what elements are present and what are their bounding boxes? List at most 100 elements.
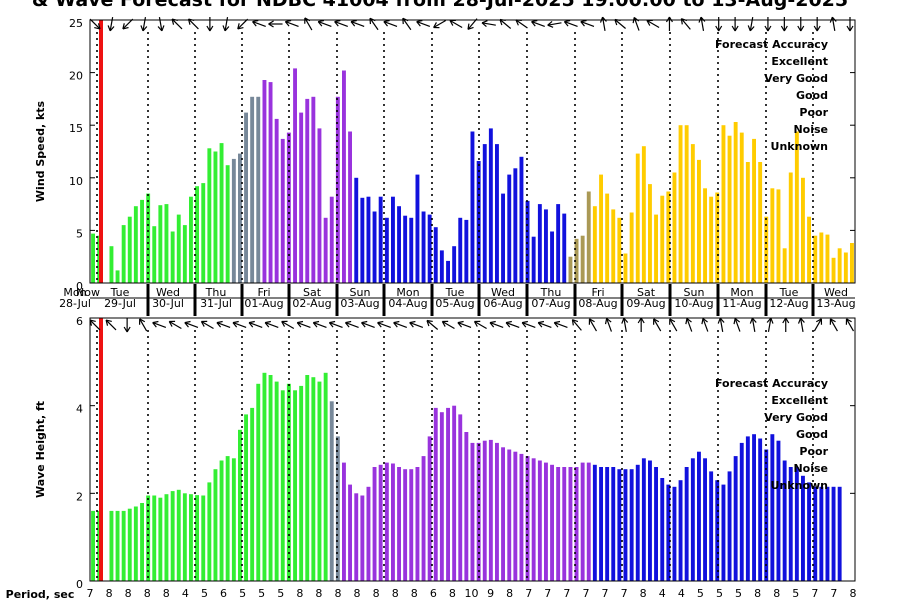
bar <box>660 195 665 283</box>
bar <box>299 112 304 283</box>
y-tick-label: 0 <box>76 578 83 591</box>
bar <box>745 436 750 581</box>
legend-title: Forecast Accuracy <box>715 38 828 51</box>
bar <box>409 469 414 581</box>
period-value: 5 <box>201 587 208 600</box>
bar <box>666 191 671 283</box>
bar <box>495 442 499 581</box>
bar <box>372 467 377 581</box>
arrow-shaft <box>168 320 182 330</box>
day-name-label: Sun <box>684 286 705 299</box>
bar <box>568 467 573 581</box>
direction-arrow <box>614 18 626 29</box>
legend-item-excellent: Excellent <box>771 394 828 407</box>
bar <box>256 96 261 283</box>
date-label: 06-Aug <box>483 297 522 310</box>
direction-arrow <box>168 320 182 330</box>
day-name-label: Thu <box>540 286 562 299</box>
direction-arrow <box>571 319 582 331</box>
bar <box>427 214 432 283</box>
direction-arrow <box>138 318 148 332</box>
direction-arrow <box>537 320 552 328</box>
bar <box>274 381 279 581</box>
bar <box>421 456 426 581</box>
bar <box>764 449 769 581</box>
arrow-head <box>489 320 496 328</box>
arrow-head <box>481 20 488 28</box>
period-value: 8 <box>334 587 341 600</box>
period-value: 4 <box>182 587 189 600</box>
bar <box>158 205 163 283</box>
period-value: 5 <box>258 587 265 600</box>
direction-arrow <box>473 320 487 330</box>
direction-arrow <box>409 320 424 328</box>
date-label: 08-Aug <box>578 297 617 310</box>
arrow-shaft <box>547 22 562 26</box>
arrow-head <box>312 320 320 328</box>
arrow-shaft <box>564 21 578 27</box>
direction-arrow <box>312 320 327 328</box>
bar <box>825 234 830 283</box>
bar <box>409 217 414 283</box>
day-name-label: Fri <box>591 286 604 299</box>
arrow-shaft <box>377 322 391 328</box>
bar <box>391 196 395 283</box>
arrow-head <box>715 25 723 32</box>
period-value: 8 <box>144 587 151 600</box>
bar <box>305 375 310 581</box>
direction-arrow <box>344 320 359 328</box>
direction-arrow <box>264 320 279 328</box>
bar <box>703 188 707 283</box>
bar <box>207 148 212 283</box>
legend-item-good: Good <box>796 89 828 102</box>
arrow-head <box>780 25 788 32</box>
day-name-label: Wed <box>824 286 848 299</box>
arrow-head <box>547 20 554 28</box>
bar <box>794 131 799 283</box>
legend-item-poor: Poor <box>799 445 828 458</box>
direction-arrow <box>328 320 343 328</box>
day-name-label: Wed <box>156 286 180 299</box>
direction-arrow <box>646 19 660 29</box>
direction-arrow <box>563 19 578 27</box>
bar <box>146 495 151 581</box>
bar <box>801 177 805 283</box>
bar <box>170 491 175 581</box>
direction-arrow <box>296 320 311 328</box>
arrow-shaft <box>614 19 626 29</box>
bar <box>831 486 836 581</box>
arrow-shaft <box>334 21 348 27</box>
bar <box>238 429 242 581</box>
bar <box>354 493 359 581</box>
direction-arrow <box>766 317 774 332</box>
arrow-head <box>637 317 645 324</box>
arrow-shaft <box>317 21 332 27</box>
period-value: 5 <box>792 587 799 600</box>
arrow-head <box>829 16 837 23</box>
arrow-head <box>531 19 538 27</box>
day-name-label: Mon <box>396 286 419 299</box>
bar <box>850 243 854 283</box>
period-value: 5 <box>239 587 246 600</box>
arrow-shaft <box>669 318 678 332</box>
period-value: 7 <box>621 587 628 600</box>
arrow-head <box>281 320 288 327</box>
direction-arrow <box>698 16 706 31</box>
bar <box>415 174 420 283</box>
legend-item-noise: Noise <box>793 123 828 136</box>
date-label: 01-Aug <box>244 297 283 310</box>
bar <box>262 80 267 283</box>
arrow-head <box>680 18 688 25</box>
period-value: 8 <box>296 587 303 600</box>
direction-arrow <box>637 317 645 332</box>
arrow-head <box>782 317 790 324</box>
direction-arrow <box>521 320 536 328</box>
day-name-label: Sun <box>350 286 371 299</box>
period-value: 7 <box>525 587 532 600</box>
arrow-head <box>563 19 571 27</box>
direction-arrow <box>731 17 739 32</box>
bar <box>525 456 530 581</box>
bar <box>733 456 738 581</box>
direction-arrow <box>441 320 455 330</box>
direction-arrow <box>588 318 597 332</box>
